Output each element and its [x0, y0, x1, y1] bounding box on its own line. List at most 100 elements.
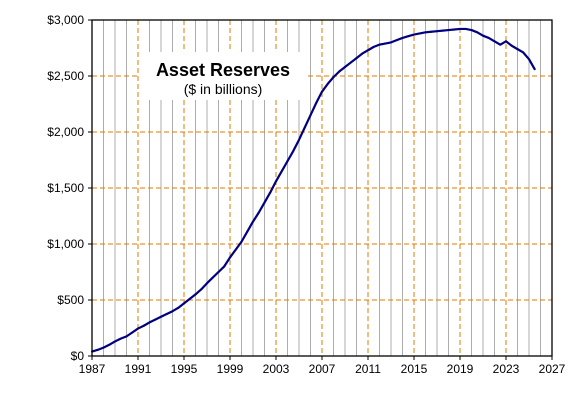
data-point: [533, 68, 536, 71]
data-point: [349, 61, 352, 64]
data-point: [315, 101, 318, 104]
x-tick-label: 1995: [171, 362, 198, 376]
data-point: [292, 150, 295, 153]
data-point: [171, 310, 174, 313]
data-point: [246, 230, 249, 233]
x-tick-label: 2015: [401, 362, 428, 376]
data-point: [211, 276, 214, 279]
y-tick-label: $1,500: [47, 181, 84, 195]
data-point: [499, 43, 502, 46]
data-point: [119, 337, 122, 340]
data-point: [154, 318, 157, 321]
x-tick-label: 1991: [125, 362, 152, 376]
data-point: [418, 32, 421, 35]
y-tick-label: $0: [71, 349, 85, 363]
y-tick-label: $1,000: [47, 237, 84, 251]
data-point: [183, 302, 185, 305]
data-point: [367, 49, 369, 52]
data-point: [332, 76, 335, 79]
data-point: [505, 40, 507, 43]
data-point: [252, 220, 254, 223]
data-point: [286, 160, 289, 163]
x-tick-label: 1987: [79, 362, 106, 376]
chart-title: Asset Reserves: [156, 60, 290, 80]
series-points: [91, 27, 536, 353]
data-point: [102, 346, 105, 349]
data-point: [200, 288, 203, 291]
data-point: [413, 33, 415, 36]
data-point: [459, 27, 461, 30]
data-point: [96, 348, 99, 351]
y-tick-label: $3,000: [47, 13, 84, 27]
data-point: [321, 90, 323, 93]
data-point: [269, 191, 272, 194]
data-point: [137, 327, 139, 330]
data-point: [338, 70, 341, 73]
title-box: [140, 52, 308, 100]
data-point: [309, 114, 312, 117]
data-point: [177, 306, 180, 309]
data-point: [194, 293, 197, 296]
data-point: [430, 30, 433, 33]
y-tick-label: $2,000: [47, 125, 84, 139]
data-point: [240, 240, 243, 243]
data-point: [482, 34, 484, 37]
data-point: [234, 248, 237, 251]
data-point: [516, 48, 519, 51]
data-point: [453, 28, 456, 31]
data-point: [275, 180, 277, 183]
data-point: [148, 321, 151, 324]
data-point: [280, 170, 283, 173]
x-tick-label: 2011: [355, 362, 381, 376]
data-point: [125, 335, 128, 338]
data-point: [447, 29, 450, 32]
data-point: [206, 282, 208, 285]
data-point: [487, 36, 490, 39]
y-tick-label: $500: [57, 293, 84, 307]
data-point: [372, 45, 375, 48]
data-point: [493, 40, 496, 43]
data-point: [217, 271, 220, 273]
data-point: [298, 138, 300, 141]
data-point: [384, 42, 387, 45]
data-point: [528, 58, 530, 61]
x-tick-label: 1999: [217, 362, 244, 376]
data-point: [510, 44, 513, 47]
data-point: [401, 36, 404, 39]
data-point: [522, 51, 525, 54]
data-point: [436, 30, 438, 33]
x-tick-label: 2027: [539, 362, 566, 376]
data-point: [188, 297, 191, 300]
data-point: [131, 331, 134, 334]
data-point: [378, 43, 381, 46]
chart-subtitle: ($ in billions): [184, 81, 263, 97]
data-point: [424, 31, 427, 34]
data-point: [390, 41, 392, 44]
x-tick-label: 2019: [447, 362, 474, 376]
data-point: [114, 340, 116, 343]
data-point: [344, 66, 346, 69]
x-axis: 1987 1991 1995 1999 2003 2007 2011 2015 2019 2023…: [79, 356, 566, 376]
data-point: [326, 82, 329, 85]
data-point: [263, 201, 266, 204]
data-point: [470, 29, 473, 32]
data-point: [395, 39, 398, 42]
data-point: [229, 256, 231, 259]
x-tick-label: 2003: [263, 362, 290, 376]
y-tick-label: $2,500: [47, 69, 84, 83]
data-point: [355, 57, 358, 60]
data-point: [303, 126, 306, 129]
data-point: [464, 27, 467, 30]
data-point: [142, 324, 145, 327]
data-point: [476, 31, 479, 34]
data-point: [407, 35, 410, 38]
data-point: [441, 29, 444, 32]
data-point: [160, 315, 162, 318]
x-tick-label: 2023: [493, 362, 520, 376]
data-point: [108, 343, 111, 346]
data-point: [223, 265, 226, 268]
data-point: [165, 313, 168, 315]
data-point: [361, 52, 364, 55]
y-axis: $0 $500 $1,000 $1,500 $2,000 $2,500 $3,000: [47, 13, 92, 363]
